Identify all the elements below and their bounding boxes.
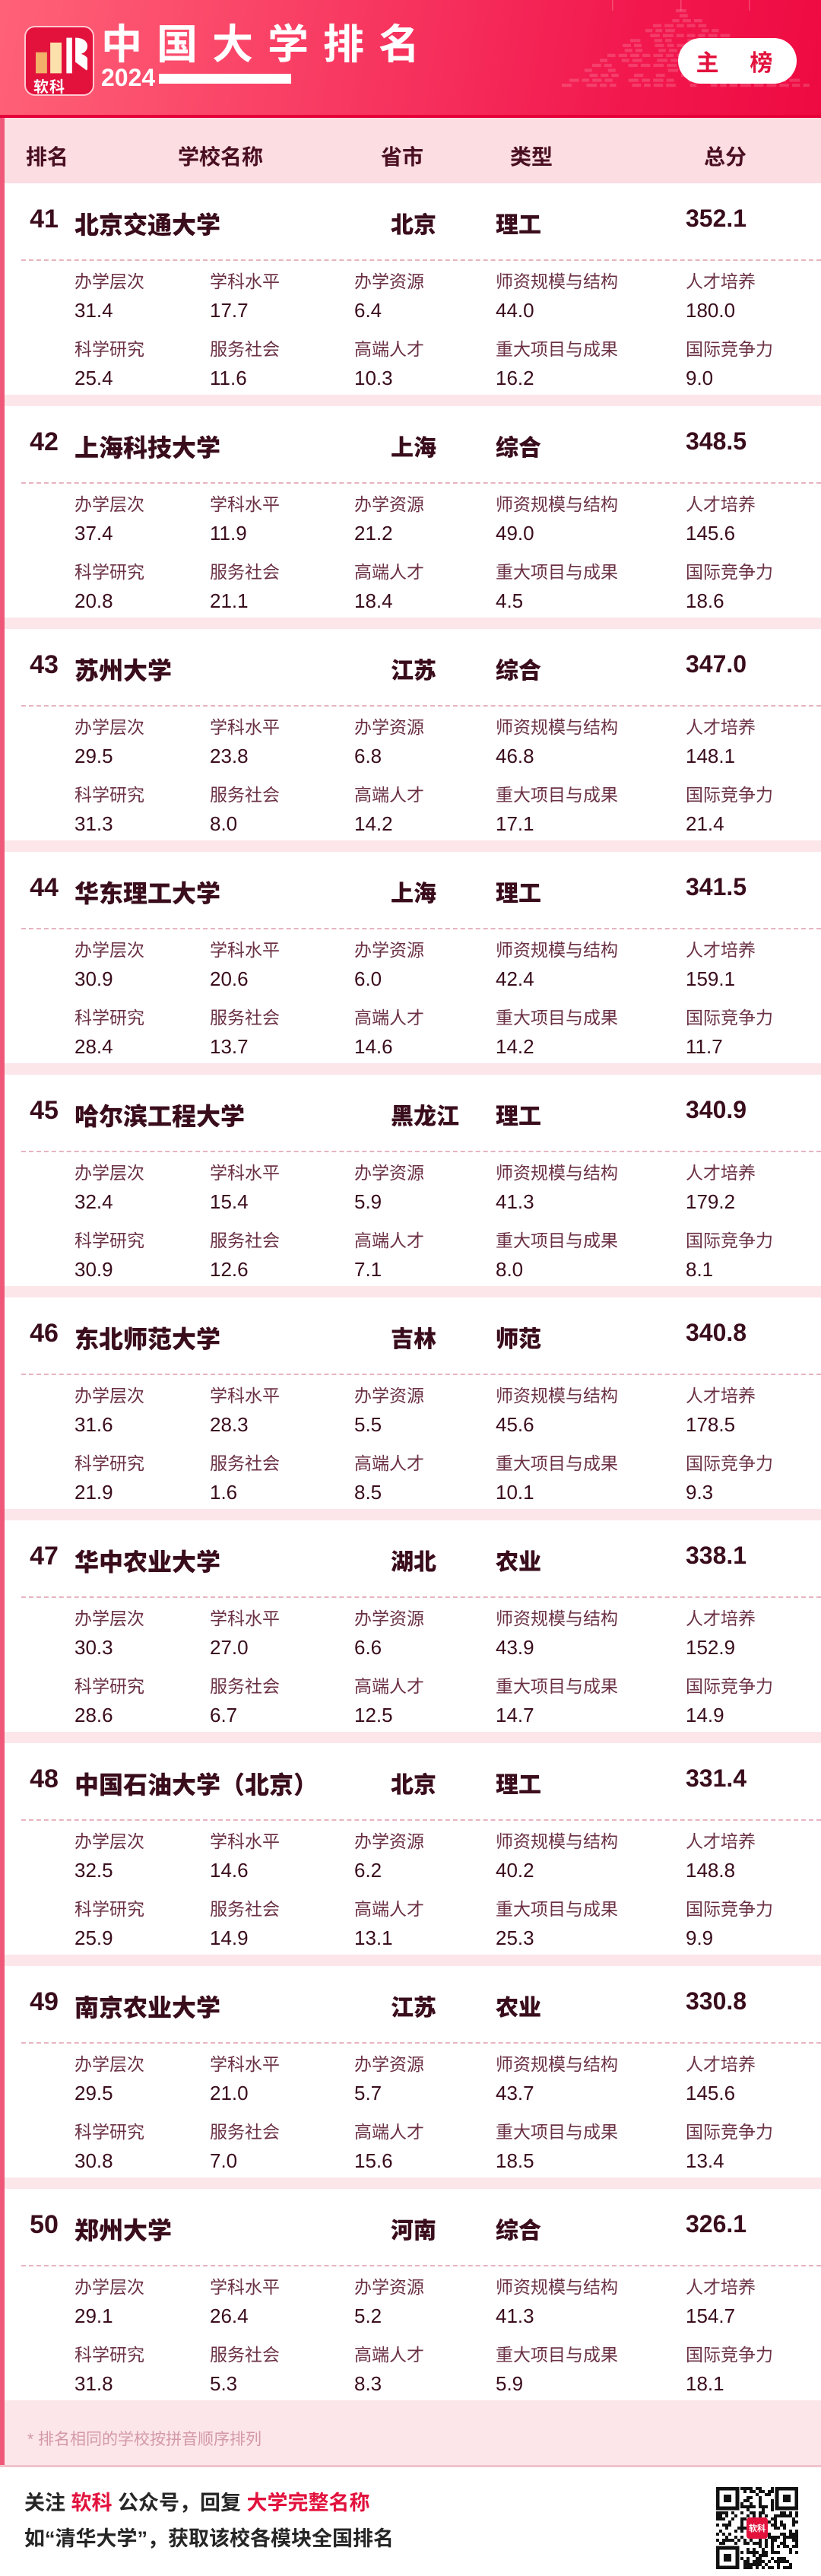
svg-text:软科: 软科 <box>749 2523 766 2533</box>
